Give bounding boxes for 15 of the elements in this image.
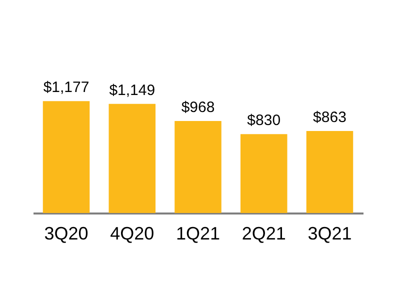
bar [306, 131, 354, 213]
x-tick-label: 3Q20 [44, 224, 88, 244]
x-tick-label: 3Q21 [308, 224, 352, 244]
x-tick-label: 1Q21 [176, 224, 220, 244]
bar [42, 101, 90, 213]
data-label: $968 [181, 99, 215, 116]
data-label: $1,177 [43, 79, 90, 96]
bar [174, 121, 222, 213]
data-label: $863 [313, 109, 346, 126]
x-tick-label: 2Q21 [242, 224, 286, 244]
x-tick-label: 4Q20 [110, 224, 154, 244]
bar [108, 104, 156, 213]
data-label: $1,149 [109, 82, 156, 99]
data-label: $830 [247, 112, 281, 130]
bar [240, 134, 288, 213]
